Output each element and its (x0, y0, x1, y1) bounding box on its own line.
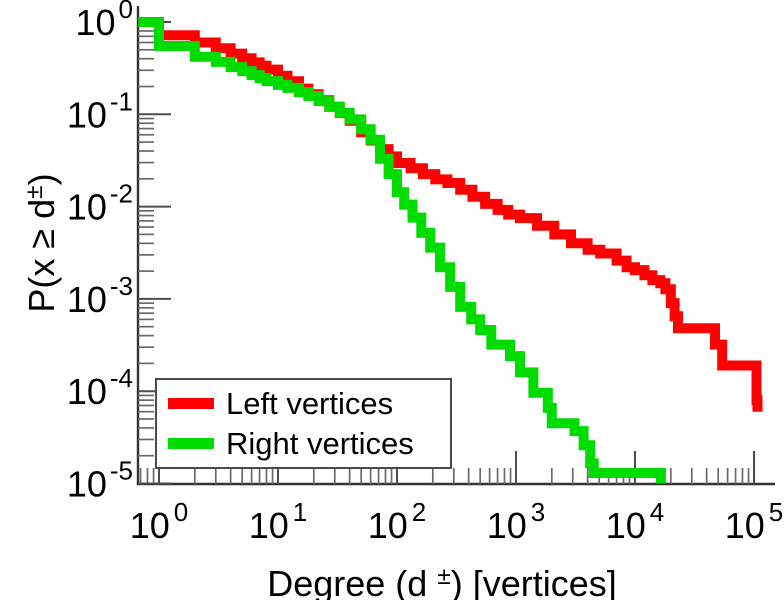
x-axis-label-text: Degree (d (267, 563, 438, 600)
x-tick-label: 10 5 (725, 497, 784, 546)
x-tick-label: 10 3 (487, 497, 546, 546)
y-tick-label: 10 -5 (67, 456, 133, 505)
legend-label-left-vertices: Left vertices (226, 386, 394, 422)
x-axis-label-close: ) [vertices] (450, 563, 617, 600)
y-tick-label: 10 -3 (67, 271, 133, 320)
x-tick-label: 10 1 (249, 497, 308, 546)
y-tick-label: 10 0 (75, 0, 133, 43)
legend-item-left-vertices: Left vertices (157, 388, 450, 419)
y-tick-label: 10 -1 (67, 86, 133, 135)
y-axis-label-sup: ± (20, 185, 48, 199)
y-tick-label: 10 -2 (67, 179, 133, 228)
legend-swatch-left-vertices (168, 398, 214, 410)
legend: Left vertices Right vertices (155, 378, 452, 469)
y-axis-label: P(x ≥ d±) (21, 173, 63, 312)
y-axis-label-close: ) (21, 173, 62, 186)
legend-label-right-vertices: Right vertices (226, 425, 414, 461)
x-tick-label: 10 4 (606, 497, 665, 546)
x-tick-label: 10 0 (130, 497, 189, 546)
x-axis-label-sup: ± (437, 562, 451, 590)
legend-item-right-vertices: Right vertices (157, 428, 450, 459)
y-tick-label: 10 -4 (67, 363, 133, 412)
x-tick-label: 10 2 (368, 497, 427, 546)
x-axis-label: Degree (d ±) [vertices] (267, 563, 617, 600)
legend-swatch-right-vertices (168, 437, 214, 449)
y-axis-label-text: P(x ≥ d (21, 198, 62, 313)
